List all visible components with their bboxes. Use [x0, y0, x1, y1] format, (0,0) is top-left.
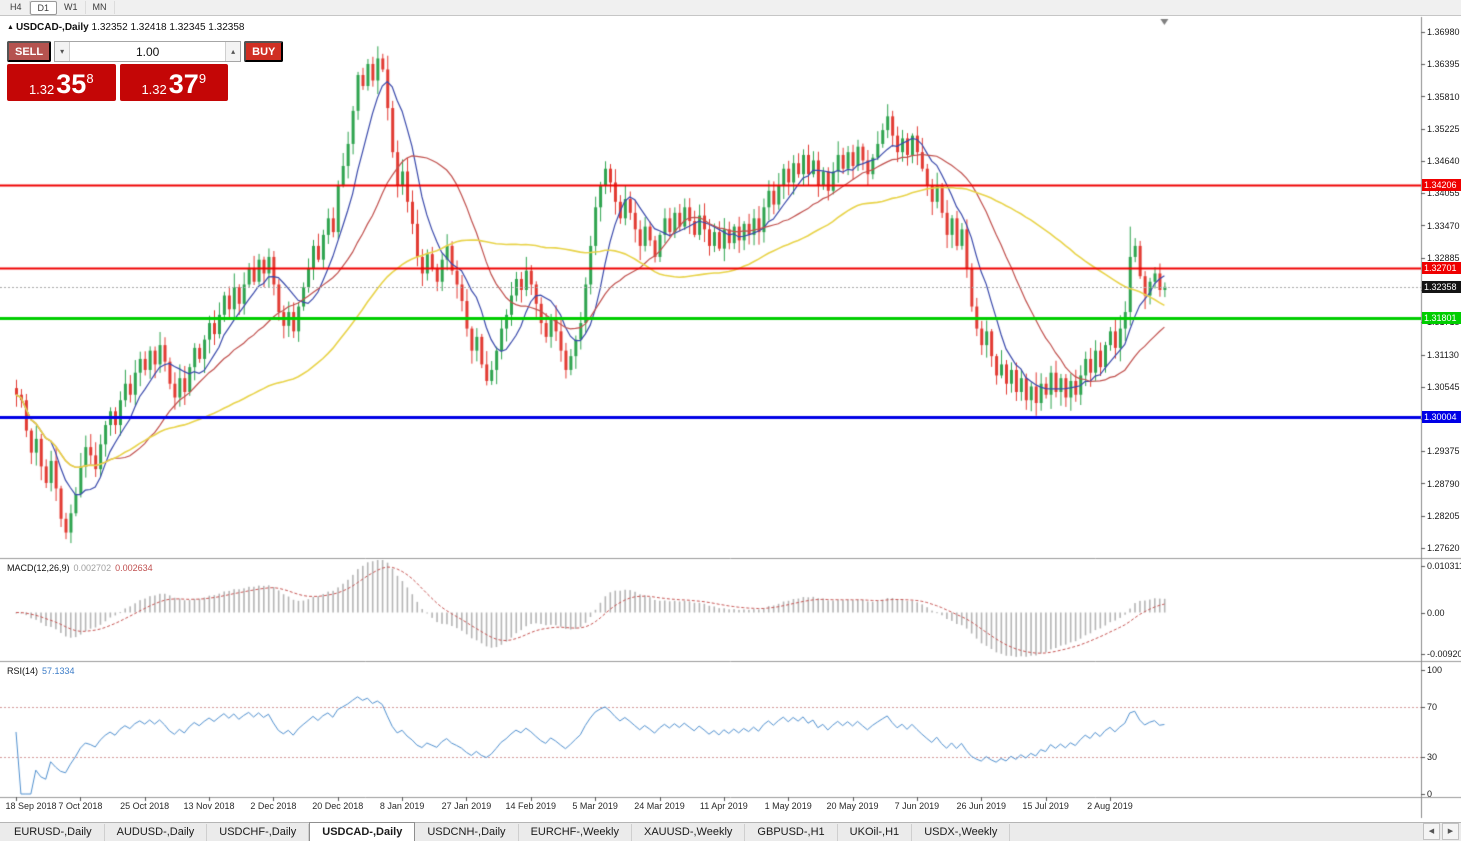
rsi-axis-tick: 30 [1427, 751, 1438, 762]
timeframe-button-mn[interactable]: MN [86, 1, 115, 14]
rsi-value: 57.1334 [42, 666, 75, 676]
chart-title: ▲ USDCAD-,Daily 1.32352 1.32418 1.32345 1… [7, 22, 244, 33]
date-tick: 24 Mar 2019 [634, 801, 685, 811]
price-tick: 1.36980 [1427, 27, 1460, 37]
date-tick: 25 Oct 2018 [120, 801, 170, 811]
buy-price-sup: 9 [198, 71, 207, 86]
rsi-name: RSI(14) [7, 666, 39, 676]
volume-increase-icon[interactable]: ▴ [225, 42, 241, 61]
price-line-label: 1.31801 [1422, 311, 1461, 324]
date-tick: 7 Jun 2019 [894, 801, 940, 811]
price-tick: 1.35810 [1427, 91, 1460, 102]
chart-tab-usdcnhdaily[interactable]: USDCNH-,Daily [415, 824, 519, 841]
price-tick: 1.28205 [1427, 510, 1460, 521]
price-tick: 1.30545 [1427, 381, 1460, 392]
date-tick: 20 May 2019 [826, 801, 879, 811]
price-tick: 1.34640 [1427, 156, 1460, 166]
date-tick: 5 Mar 2019 [572, 801, 618, 811]
timeframe-toolbar: H4 D1 W1 MN [0, 0, 1461, 16]
chart-tab-xauusdweekly[interactable]: XAUUSD-,Weekly [632, 824, 746, 841]
date-tick: 15 Jul 2019 [1022, 801, 1069, 811]
price-line-label: 1.32701 [1422, 261, 1461, 274]
timeframe-button-h4[interactable]: H4 [3, 1, 30, 14]
buy-price-big: 37 [168, 69, 199, 99]
date-tick: 18 Sep 2018 [5, 801, 57, 811]
date-tick: 1 May 2019 [764, 801, 812, 811]
price-tick: 1.35225 [1427, 123, 1460, 134]
macd-axis-tick: 0.010311 [1427, 561, 1461, 571]
chart-tab-audusddaily[interactable]: AUDUSD-,Daily [105, 824, 208, 841]
chart-tab-gbpusdh1[interactable]: GBPUSD-,H1 [745, 824, 838, 841]
date-tick: 14 Feb 2019 [505, 801, 557, 811]
price-tick: 1.31130 [1427, 349, 1459, 360]
chart-tab-usdcaddaily[interactable]: USDCAD-,Daily [309, 822, 416, 841]
date-tick: 20 Dec 2018 [312, 801, 364, 811]
rsi-indicator-label: RSI(14) 57.1334 [7, 666, 75, 676]
chart-tab-usdxweekly[interactable]: USDX-,Weekly [912, 824, 1011, 841]
price-tick: 1.33470 [1427, 220, 1460, 231]
chart-tab-ukoilh1[interactable]: UKOil-,H1 [838, 824, 913, 841]
macd-name: MACD(12,26,9) [7, 563, 70, 573]
one-click-trade-panel: SELL ▾ ▴ BUY 1.32 35 8 1.32 37 9 [7, 41, 284, 101]
rsi-axis-tick: 0 [1427, 789, 1433, 799]
sell-price-prefix: 1.32 [28, 82, 55, 97]
sell-button[interactable]: SELL [7, 41, 52, 62]
macd-signal-value: 0.002634 [115, 563, 153, 573]
tab-scroll-controls: ◀ ▶ [1423, 822, 1461, 841]
chart-tab-usdchfdaily[interactable]: USDCHF-,Daily [207, 824, 310, 841]
timeframe-button-d1[interactable]: D1 [29, 0, 58, 15]
timeframe-button-w1[interactable]: W1 [57, 1, 86, 14]
date-tick: 2 Aug 2019 [1087, 801, 1133, 811]
sell-price-big: 35 [56, 69, 87, 99]
macd-indicator-label: MACD(12,26,9) 0.002702 0.002634 [7, 563, 153, 573]
tab-scroll-right-icon[interactable]: ▶ [1442, 823, 1459, 840]
price-line-label: 1.30004 [1422, 410, 1461, 423]
chart-tab-bar: EURUSD-,Daily AUDUSD-,Daily USDCHF-,Daily U… [0, 822, 1461, 841]
volume-stepper[interactable]: ▾ ▴ [54, 41, 242, 62]
chart-tab-eurusddaily[interactable]: EURUSD-,Daily [2, 824, 105, 841]
volume-input[interactable] [70, 42, 226, 61]
volume-decrease-icon[interactable]: ▾ [55, 42, 71, 61]
price-tick: 1.36395 [1427, 59, 1460, 70]
macd-axis-tick: -0.00920 [1427, 649, 1461, 659]
sell-price-sup: 8 [86, 71, 94, 86]
date-tick: 11 Apr 2019 [699, 801, 748, 811]
rsi-axis-tick: 100 [1427, 665, 1443, 675]
symbol-arrow-icon: ▲ [7, 24, 14, 31]
price-line-label: 1.32358 [1422, 280, 1461, 293]
date-tick: 2 Dec 2018 [250, 801, 297, 811]
buy-button[interactable]: BUY [244, 41, 284, 62]
price-line-label: 1.34206 [1422, 178, 1461, 191]
chart-symbol-label: USDCAD-,Daily [15, 22, 89, 33]
chart-tab-eurchfweekly[interactable]: EURCHF-,Weekly [519, 824, 632, 841]
tab-scroll-left-icon[interactable]: ◀ [1423, 823, 1440, 840]
date-tick: 26 Jun 2019 [956, 801, 1007, 811]
buy-price-box[interactable]: 1.32 37 9 [119, 64, 228, 101]
date-tick: 8 Jan 2019 [379, 801, 425, 811]
price-tick: 1.28790 [1427, 478, 1460, 489]
chart-ohlc-values: 1.32352 1.32418 1.32345 1.32358 [91, 22, 245, 33]
price-tick: 1.34055 [1427, 188, 1460, 199]
price-tick: 1.27620 [1427, 543, 1460, 553]
price-tick: 1.32885 [1427, 252, 1460, 263]
rsi-axis-tick: 70 [1427, 702, 1438, 713]
sell-price-box[interactable]: 1.32 35 8 [7, 64, 116, 101]
macd-axis-tick: 0.00 [1427, 607, 1445, 618]
price-tick: 1.29375 [1427, 446, 1460, 457]
date-tick: 13 Nov 2018 [183, 801, 235, 811]
date-tick: 27 Jan 2019 [441, 801, 492, 811]
buy-price-prefix: 1.32 [141, 82, 167, 97]
macd-main-value: 0.002702 [73, 563, 112, 573]
date-tick: 7 Oct 2018 [58, 801, 103, 811]
